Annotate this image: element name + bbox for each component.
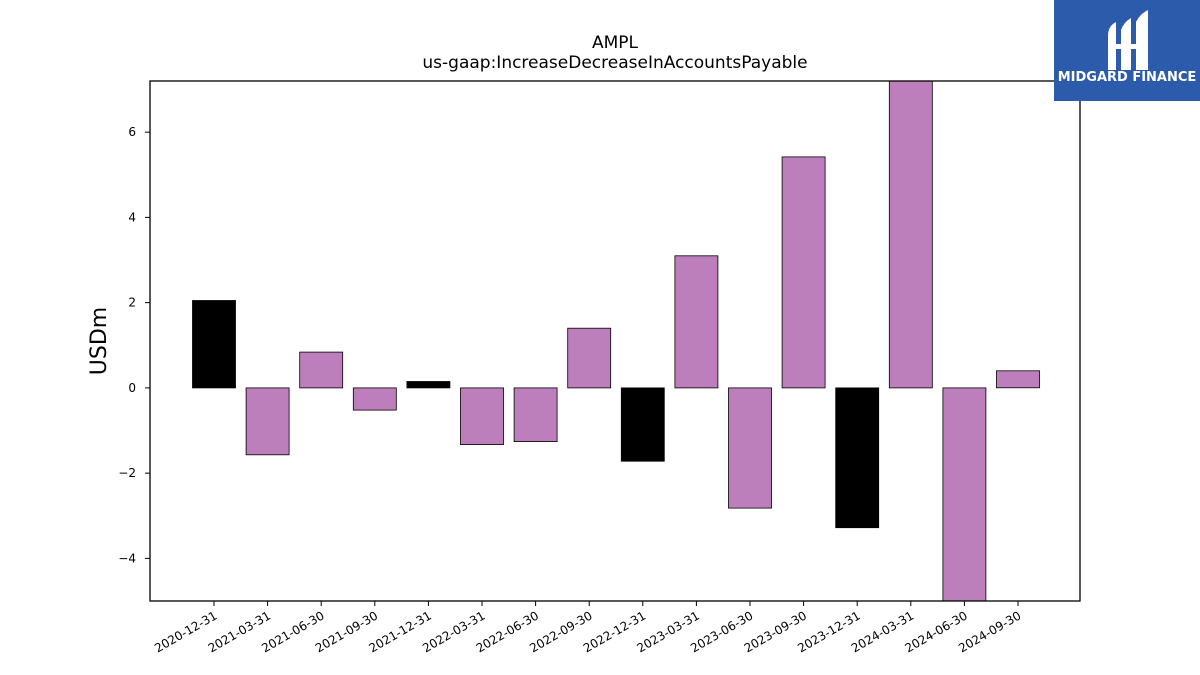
bar-2022-03-31 <box>460 387 504 445</box>
chart-subtitle: us-gaap:IncreaseDecreaseInAccountsPayabl… <box>422 53 807 73</box>
y-tick-label: 2 <box>128 296 136 310</box>
y-tick-label: 4 <box>128 210 136 224</box>
bar-2021-12-31 <box>406 381 451 389</box>
bar-2023-12-31 <box>835 387 880 529</box>
bars-layer <box>192 80 1040 602</box>
y-tick-label: −4 <box>118 551 136 565</box>
bar-2022-09-30 <box>567 327 612 389</box>
x-ticks: 2020-12-312021-03-312021-06-302021-09-30… <box>152 601 1024 655</box>
bar-2023-06-30 <box>728 387 772 509</box>
plot-frame <box>149 80 1081 602</box>
bar-2021-03-31 <box>245 387 290 456</box>
y-tick-label: 0 <box>128 381 136 395</box>
bar-2021-06-30 <box>299 351 344 389</box>
y-ticks: −4 −2 0 2 4 6 <box>118 125 150 565</box>
midgard-finance-logo: MIDGARD FINANCE <box>1054 0 1200 101</box>
bar-2020-12-31 <box>192 300 236 389</box>
bar-2023-03-31 <box>674 255 719 389</box>
y-axis-label: USDm <box>87 307 112 375</box>
logo-text: MIDGARD FINANCE <box>1058 70 1197 85</box>
logo-mark-icon <box>1108 10 1148 70</box>
chart-title: AMPL <box>592 33 639 53</box>
y-tick-label: −2 <box>118 466 136 480</box>
bar-2021-09-30 <box>352 387 397 411</box>
bar-2023-09-30 <box>781 156 826 389</box>
bar-2022-06-30 <box>513 387 558 442</box>
bar-2024-06-30 <box>942 387 987 602</box>
bar-2024-03-31 <box>888 80 933 389</box>
bar-2024-09-30 <box>996 370 1040 389</box>
y-tick-label: 6 <box>128 125 136 139</box>
bar-2022-12-31 <box>620 387 665 462</box>
